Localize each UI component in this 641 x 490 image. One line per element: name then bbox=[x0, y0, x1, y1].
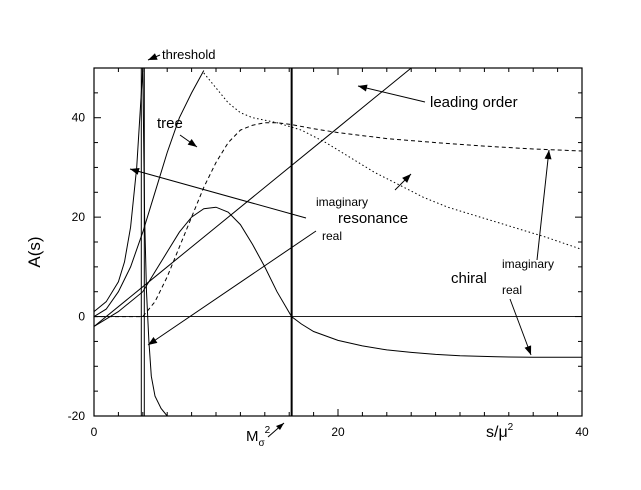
series-chiral-imaginary bbox=[203, 72, 582, 250]
series-leading-order bbox=[94, 68, 412, 327]
resonance-real-arrow-head bbox=[148, 337, 158, 345]
annotation-tree: tree bbox=[157, 115, 183, 132]
x-tick-label: 40 bbox=[575, 425, 589, 439]
x-tick-label: 0 bbox=[91, 425, 98, 439]
m-sigma-label: Mσ2 bbox=[246, 425, 271, 449]
y-tick-label: -20 bbox=[68, 409, 86, 423]
x-tick-label: 20 bbox=[331, 425, 345, 439]
chiral-imaginary-arrow-head bbox=[544, 150, 552, 160]
annotation-resonance: resonance bbox=[338, 210, 408, 227]
axes-layer: 0 20 40 -20 0 20 40 bbox=[68, 67, 589, 439]
chiral-real-arrow-head bbox=[524, 345, 532, 355]
annotation-chiral: chiral bbox=[451, 270, 487, 287]
annotation-real-2: real bbox=[502, 283, 522, 297]
series-chiral-real bbox=[142, 68, 168, 416]
leading-order-arrow bbox=[357, 85, 426, 103]
annotation-leading-order: leading order bbox=[430, 94, 518, 111]
resonance-real-arrow bbox=[147, 230, 317, 346]
y-axis-label: A(s) bbox=[25, 236, 44, 267]
annotation-imaginary-1: imaginary bbox=[316, 195, 368, 209]
m-sigma-arrowhead bbox=[276, 423, 284, 430]
series-threshold-pole bbox=[94, 68, 144, 312]
y-tick-label: 20 bbox=[72, 210, 86, 224]
leading-order-arrow-head bbox=[358, 84, 368, 92]
annotation-real-1: real bbox=[322, 229, 342, 243]
chiral-imaginary-arrow bbox=[536, 149, 550, 261]
series-resonance-imaginary bbox=[94, 122, 582, 318]
resonance-imaginary-arrow-head bbox=[402, 174, 411, 183]
series-tree bbox=[94, 70, 205, 318]
tree-arrow-head bbox=[187, 138, 197, 147]
curves-layer bbox=[94, 68, 582, 416]
threshold-arrow-head bbox=[148, 53, 158, 60]
series-resonance-real bbox=[94, 206, 582, 358]
resonance-arrow-to-pole-head bbox=[130, 168, 140, 175]
annotation-arrows bbox=[129, 53, 552, 356]
y-tick-label: 40 bbox=[72, 111, 86, 125]
annotation-imaginary-2: imaginary bbox=[502, 257, 554, 271]
resonance-arrow-to-pole bbox=[129, 168, 307, 219]
annotation-threshold: threshold bbox=[162, 47, 215, 62]
chiral-real-arrow bbox=[509, 298, 532, 356]
markers-layer bbox=[140, 68, 293, 416]
x-axis-label: s/μ2 bbox=[486, 422, 514, 441]
y-tick-label: 0 bbox=[78, 310, 85, 324]
